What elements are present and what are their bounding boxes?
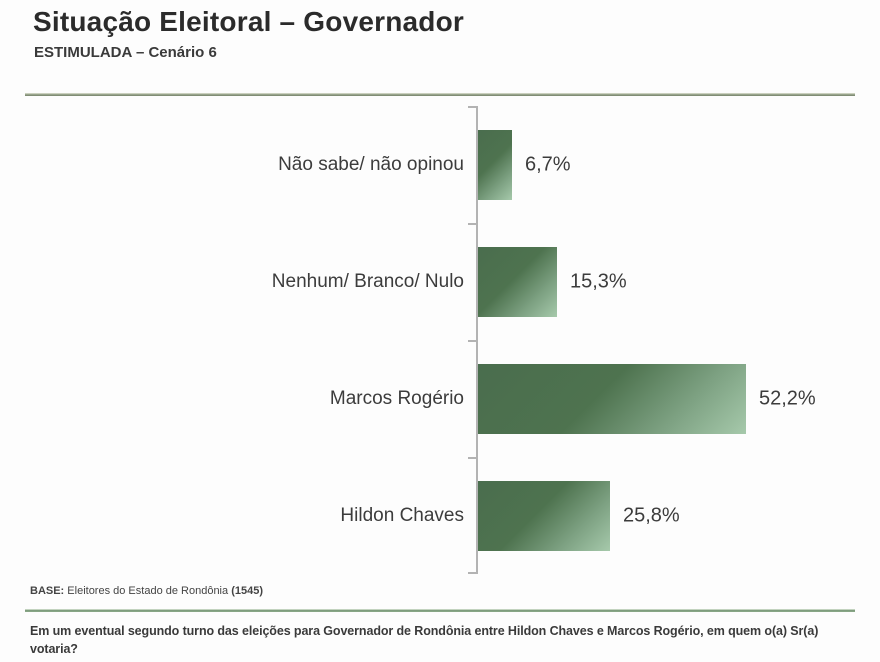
category-label: Hildon Chaves [340,504,464,526]
bar [478,129,512,200]
category-label: Marcos Rogério [329,387,464,409]
value-label: 52,2% [759,387,816,409]
bar-chart: Não sabe/ não opinou 6,7% Nenhum/ Branco/ … [0,106,880,574]
bar [478,363,746,434]
base-label: BASE: [30,585,65,597]
base-note: BASE: Eleitores do Estado de Rondônia (1… [30,585,263,597]
base-text: Eleitores do Estado de Rondônia [64,585,232,597]
axis-tick [468,572,476,574]
value-label: 25,8% [623,504,680,526]
bottom-divider [25,609,855,612]
bar [478,246,557,317]
top-divider [25,93,855,96]
page-title: Situação Eleitoral – Governador [33,6,464,37]
axis-tick [468,223,476,225]
page-subtitle: ESTIMULADA – Cenário 6 [34,44,217,61]
axis-tick [468,106,476,108]
axis-tick [468,340,476,342]
value-label: 15,3% [570,270,627,292]
base-count: (1545) [231,585,263,597]
survey-question: Em um eventual segundo turno das eleiçõe… [30,624,819,657]
y-axis-line [476,106,478,574]
category-label: Não sabe/ não opinou [278,153,464,175]
axis-tick [468,457,476,459]
bar [478,480,610,551]
category-label: Nenhum/ Branco/ Nulo [271,270,464,292]
value-label: 6,7% [525,153,571,175]
